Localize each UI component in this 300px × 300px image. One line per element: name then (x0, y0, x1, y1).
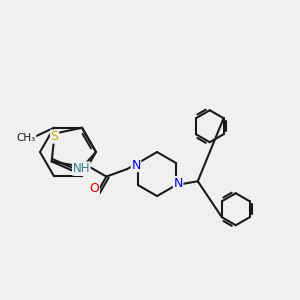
Text: NH: NH (73, 162, 90, 175)
Text: O: O (89, 182, 99, 195)
Text: N: N (131, 159, 141, 172)
Text: S: S (51, 130, 58, 143)
Text: CH₃: CH₃ (16, 133, 36, 143)
Text: N: N (173, 177, 183, 190)
Text: N: N (75, 162, 84, 175)
